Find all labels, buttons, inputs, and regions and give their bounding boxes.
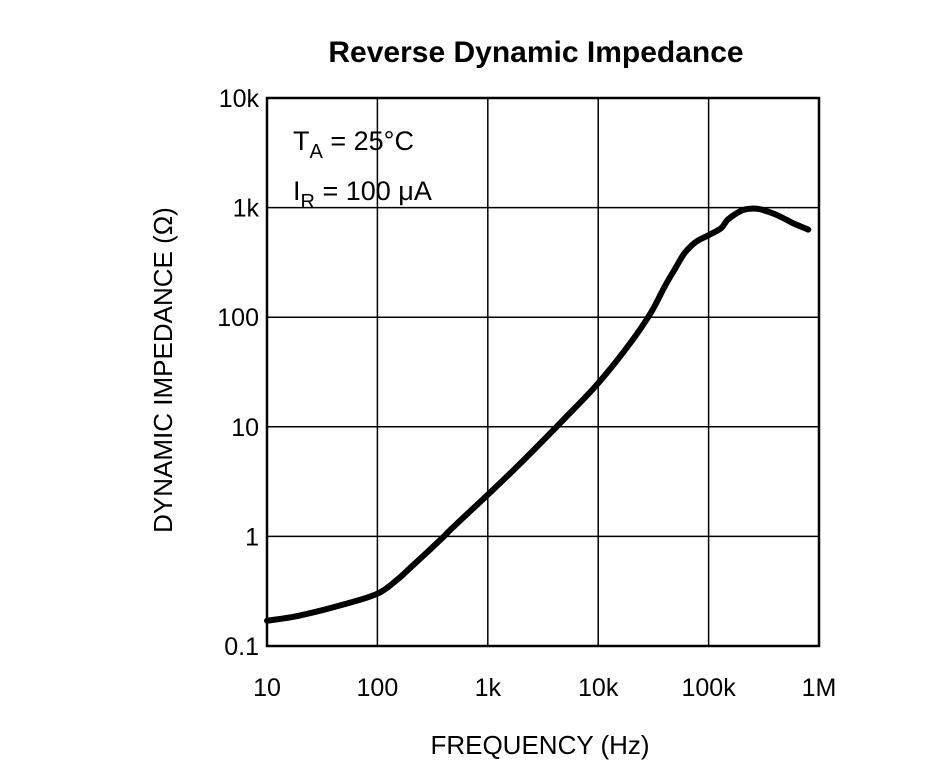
y-tick-label: 1k [233, 195, 260, 223]
y-tick-label: 0.1 [224, 633, 259, 661]
annotation-current: IR = 100 μA [293, 176, 432, 213]
plot-frame [265, 96, 821, 648]
y-tick-label: 1 [245, 523, 259, 551]
annotation-temperature-value: = 25°C [323, 126, 414, 156]
x-axis-label: FREQUENCY (Hz) [430, 730, 649, 760]
x-tick-labels: 10 100 1k 10k 100k 1M [253, 674, 836, 702]
y-tick-label: 100 [217, 304, 259, 332]
annotation-temperature-symbol: T [293, 126, 310, 156]
annotation-temperature: TA = 25°C [293, 126, 414, 163]
y-tick-labels: 0.1 1 10 100 1k 10k [217, 85, 259, 661]
y-axis-label: DYNAMIC IMPEDANCE (Ω) [148, 207, 178, 533]
conditions-annotation: TA = 25°C IR = 100 μA [293, 126, 432, 213]
x-tick-label: 100k [681, 674, 736, 702]
impedance-curve [264, 205, 812, 624]
y-tick-label: 10k [219, 85, 260, 113]
annotation-temperature-sub: A [310, 141, 324, 163]
y-tick-label: 10 [231, 414, 259, 442]
annotation-current-symbol: I [293, 176, 301, 206]
chart-title: Reverse Dynamic Impedance [328, 36, 743, 69]
x-tick-label: 1M [802, 674, 837, 702]
annotation-current-value: = 100 μA [315, 176, 432, 206]
x-tick-label: 1k [475, 674, 502, 702]
x-tick-label: 10k [578, 674, 619, 702]
x-tick-label: 10 [253, 674, 281, 702]
annotation-current-sub: R [301, 191, 315, 213]
x-tick-label: 100 [357, 674, 399, 702]
